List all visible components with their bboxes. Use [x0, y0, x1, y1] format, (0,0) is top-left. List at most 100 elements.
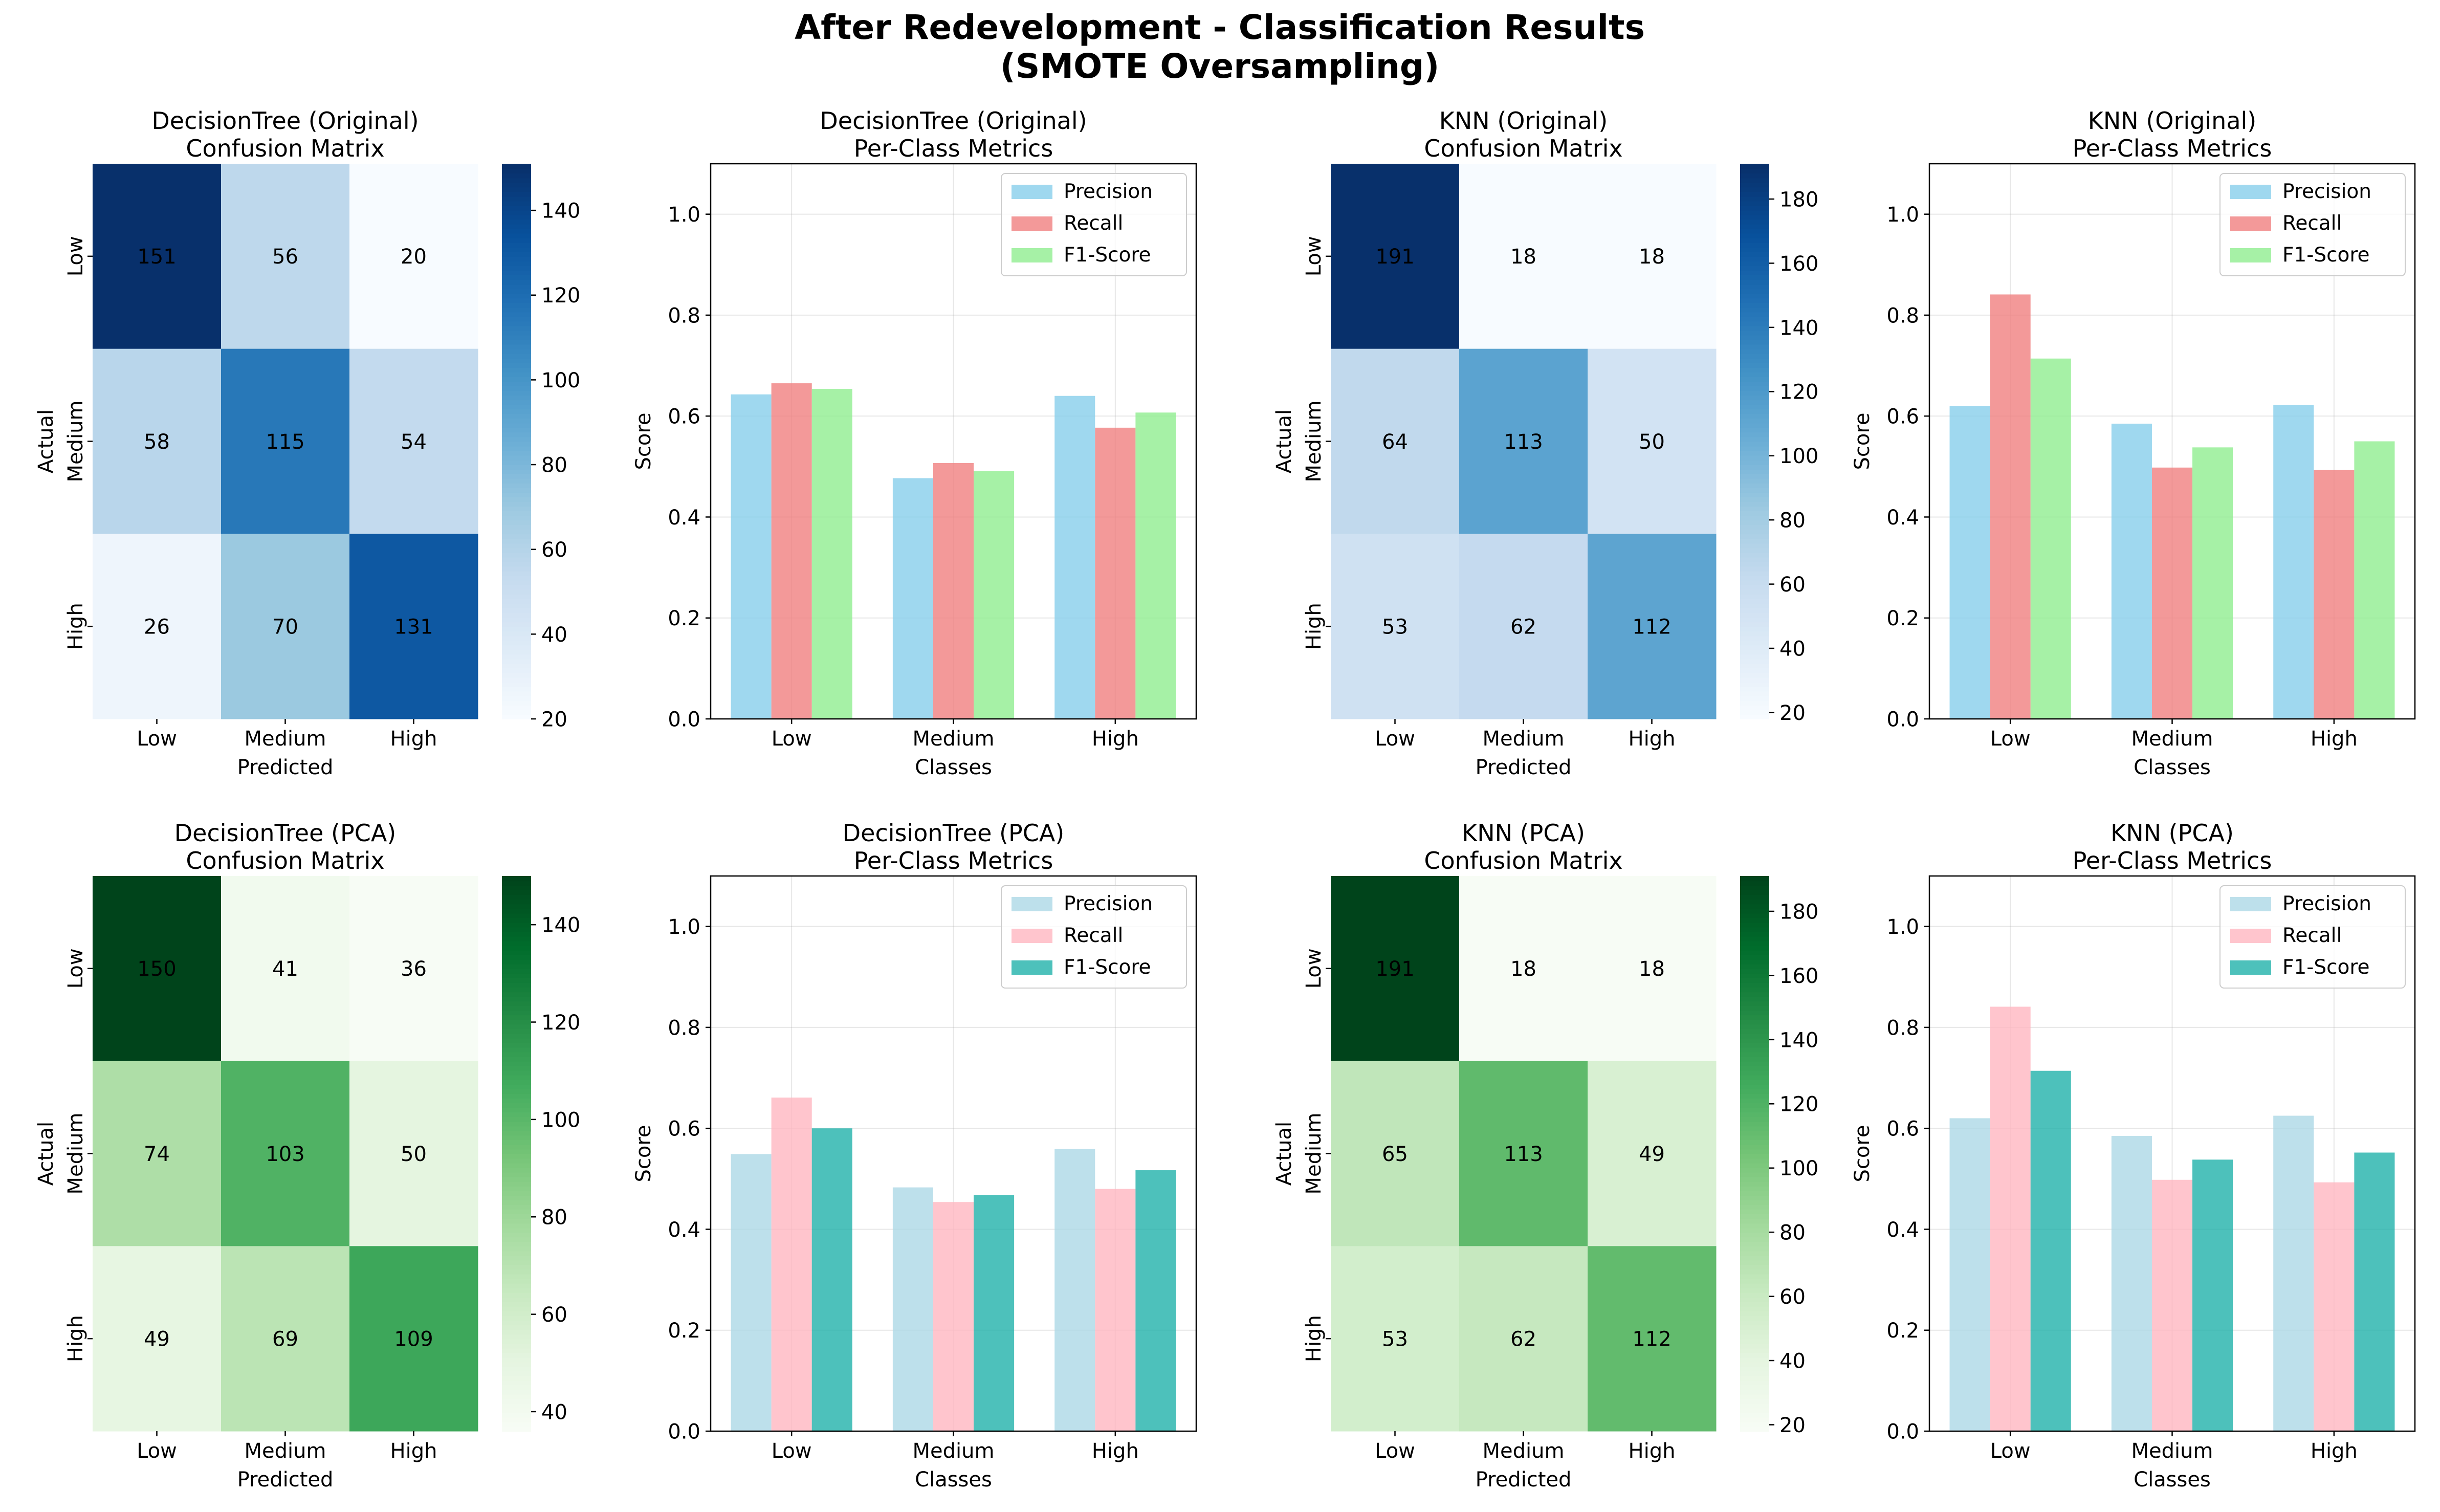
- colorbar-segment: [1740, 963, 1769, 969]
- chart-subtitle: Confusion Matrix: [1424, 135, 1622, 162]
- colorbar-segment: [1740, 1024, 1769, 1029]
- colorbar-segment: [1740, 709, 1769, 715]
- bar: [933, 1202, 974, 1431]
- colorbar-segment: [502, 1366, 531, 1372]
- colorbar-segment: [502, 251, 531, 257]
- colorbar-segment: [1740, 335, 1769, 340]
- colorbar-segment: [502, 1103, 531, 1108]
- colorbar-segment: [502, 566, 531, 572]
- colorbar-segment: [1740, 321, 1769, 326]
- x-axis-label: Predicted: [237, 1468, 334, 1492]
- colorbar-segment: [1740, 413, 1769, 419]
- colorbar-tick-label: 20: [1779, 1414, 1806, 1437]
- colorbar-segment: [502, 636, 531, 641]
- figure-title-line2: (SMOTE Oversampling): [1000, 47, 1439, 86]
- colorbar-segment: [502, 1394, 531, 1399]
- heatmap-cell: [1459, 164, 1588, 349]
- colorbar-segment: [1740, 885, 1769, 891]
- colorbar-segment: [502, 210, 531, 215]
- colorbar-segment: [502, 631, 531, 637]
- colorbar-segment: [1740, 954, 1769, 960]
- y-axis-label: Actual: [1272, 409, 1296, 473]
- legend-label: F1-Score: [1064, 244, 1151, 267]
- colorbar-segment: [502, 497, 531, 502]
- heatmap-cell-value: 109: [394, 1328, 433, 1351]
- heatmap-cell-value: 113: [1504, 430, 1543, 454]
- colorbar-segment: [502, 1204, 531, 1210]
- colorbar-segment: [1740, 1223, 1769, 1229]
- colorbar-segment: [1740, 1426, 1769, 1432]
- heatmap-cell-value: 69: [272, 1328, 298, 1351]
- colorbar-segment: [502, 649, 531, 655]
- colorbar-segment: [1740, 594, 1769, 599]
- colorbar-segment: [1740, 1153, 1769, 1159]
- colorbar-segment: [1740, 242, 1769, 248]
- legend-swatch: [1012, 216, 1052, 231]
- colorbar-segment: [1740, 432, 1769, 437]
- y-tick-label: High: [1302, 603, 1326, 650]
- heatmap-cell-value: 58: [144, 430, 170, 454]
- colorbar-segment: [1740, 584, 1769, 590]
- y-tick-label: 0.6: [668, 1117, 700, 1141]
- colorbar-segment: [502, 371, 531, 377]
- colorbar-segment: [502, 1371, 531, 1376]
- x-tick-label: Medium: [913, 727, 995, 751]
- colorbar-segment: [1740, 1255, 1769, 1261]
- colorbar-segment: [502, 404, 531, 410]
- chart-subtitle: Confusion Matrix: [186, 135, 384, 162]
- x-axis-label: Classes: [915, 1468, 992, 1492]
- y-tick-label: 1.0: [668, 203, 700, 227]
- colorbar-segment: [502, 279, 531, 285]
- colorbar-segment: [502, 705, 531, 710]
- heatmap-cell-value: 62: [1510, 1328, 1536, 1351]
- colorbar-segment: [502, 473, 531, 479]
- colorbar-segment: [502, 1417, 531, 1422]
- colorbar-segment: [1740, 936, 1769, 941]
- colorbar-segment: [1740, 1329, 1769, 1335]
- bar: [2192, 1159, 2233, 1431]
- colorbar-segment: [1740, 423, 1769, 428]
- colorbar-segment: [1740, 894, 1769, 900]
- colorbar-segment: [502, 1380, 531, 1386]
- colorbar-segment: [502, 1357, 531, 1363]
- y-tick-label: 0.0: [668, 708, 700, 731]
- colorbar-segment: [1740, 695, 1769, 701]
- x-axis-label: Predicted: [237, 756, 334, 779]
- colorbar-segment: [1740, 612, 1769, 618]
- bar: [933, 463, 974, 719]
- colorbar-segment: [1740, 390, 1769, 396]
- colorbar-segment: [502, 881, 531, 886]
- colorbar-segment: [1740, 663, 1769, 669]
- y-tick-label: 1.0: [1886, 915, 1919, 939]
- colorbar-segment: [502, 265, 531, 271]
- heatmap-cell: [349, 876, 478, 1062]
- colorbar-segment: [1740, 1297, 1769, 1302]
- bar: [1095, 1189, 1136, 1431]
- legend-swatch: [1012, 960, 1052, 975]
- colorbar-segment: [1740, 1204, 1769, 1210]
- bar: [2273, 1115, 2314, 1431]
- chart-title: DecisionTree (Original): [820, 107, 1087, 135]
- colorbar-segment: [1740, 945, 1769, 951]
- colorbar-segment: [1740, 1232, 1769, 1238]
- colorbar-segment: [1740, 1005, 1769, 1011]
- colorbar-segment: [1740, 427, 1769, 433]
- bar: [2030, 1070, 2071, 1431]
- chart-title: DecisionTree (Original): [151, 107, 419, 135]
- bar: [1054, 396, 1095, 719]
- colorbar-segment: [502, 1306, 531, 1311]
- colorbar-segment: [1740, 441, 1769, 447]
- y-tick-label: 0.4: [1886, 506, 1919, 530]
- colorbar-segment: [1740, 367, 1769, 372]
- colorbar-segment: [502, 330, 531, 336]
- legend-swatch: [1012, 929, 1052, 943]
- legend-swatch: [1012, 185, 1052, 199]
- heatmap-cell-value: 150: [137, 957, 176, 981]
- colorbar-segment: [502, 908, 531, 914]
- legend: Precision Recall F1-Score: [2219, 885, 2406, 989]
- y-axis-label: Actual: [1272, 1122, 1296, 1186]
- colorbar-segment: [502, 1269, 531, 1275]
- heatmap-cell-value: 18: [1639, 245, 1665, 269]
- colorbar-tick-label: 160: [1779, 965, 1818, 988]
- colorbar-segment: [502, 626, 531, 632]
